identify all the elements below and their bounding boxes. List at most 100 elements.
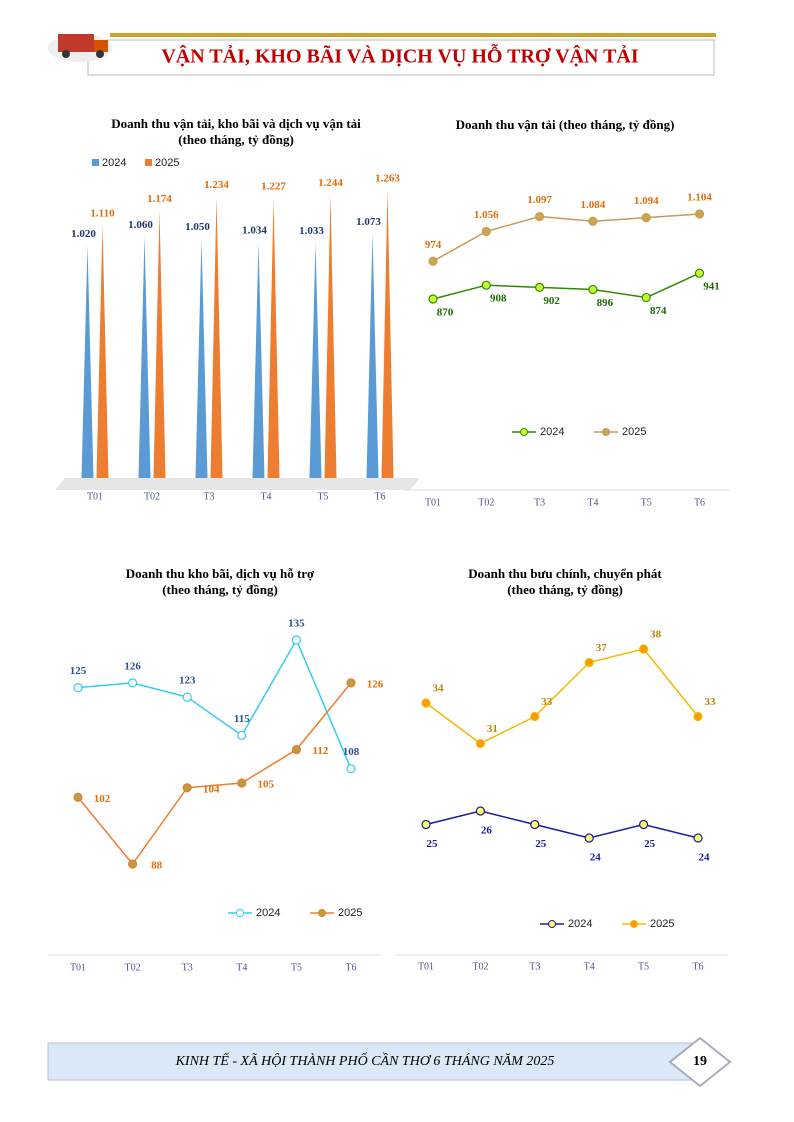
x-tick-label: T01 [87, 491, 103, 502]
header-box [87, 39, 715, 76]
bar [153, 210, 166, 478]
data-label: 908 [490, 293, 507, 305]
x-tick-label: T6 [692, 961, 703, 972]
data-label: 1.263 [375, 173, 400, 185]
data-label: 24 [590, 852, 602, 864]
point [588, 216, 598, 226]
point [638, 644, 649, 654]
data-label: 1.056 [474, 209, 499, 221]
legend-label: 2025 [650, 918, 674, 930]
point [291, 745, 301, 755]
chart-title: Doanh thu bưu chính, chuyển phát [468, 566, 662, 581]
data-label: 25 [427, 838, 439, 850]
data-label: 37 [596, 642, 608, 654]
series-line [77, 638, 352, 769]
point [182, 783, 192, 793]
x-tick-label: T5 [641, 497, 652, 508]
legend-marker [602, 428, 610, 436]
legend-marker [548, 920, 556, 928]
x-tick-label: T4 [236, 962, 247, 973]
bar [138, 236, 151, 478]
chart-subtitle: (theo tháng, tỷ đồng) [507, 582, 623, 597]
bar [309, 242, 322, 478]
floor [55, 478, 420, 490]
point [641, 213, 651, 223]
series-line [425, 648, 699, 745]
point [237, 730, 247, 740]
point [428, 256, 438, 266]
legend-marker [630, 920, 638, 928]
header-icon [48, 34, 112, 62]
data-label: 25 [535, 838, 547, 850]
data-label: 24 [699, 852, 711, 864]
x-tick-label: T01 [425, 497, 441, 508]
point [693, 833, 703, 843]
data-label: 33 [705, 696, 717, 708]
footer-text: KINH TẾ - XÃ HỘI THÀNH PHỐ CẦN THƠ 6 THÁ… [175, 1051, 555, 1069]
data-label: 102 [94, 793, 111, 805]
point [73, 792, 83, 802]
legend-marker [318, 909, 326, 917]
point [588, 284, 598, 295]
data-label: 31 [487, 723, 498, 735]
legend-label: 2024 [256, 907, 280, 919]
data-label: 941 [703, 281, 720, 293]
data-label: 896 [597, 297, 614, 309]
point [584, 657, 594, 668]
legend-label: 2025 [338, 907, 362, 919]
bar [96, 224, 109, 478]
point [534, 282, 545, 292]
point [421, 698, 431, 708]
x-tick-label: T01 [70, 962, 86, 973]
point [481, 280, 491, 290]
point [693, 711, 703, 722]
x-tick-label: T6 [345, 962, 356, 973]
series-line [425, 810, 699, 839]
point [428, 294, 438, 304]
page-number: 19 [693, 1054, 707, 1069]
data-label: 902 [543, 295, 560, 307]
data-label: 33 [541, 696, 553, 708]
data-label: 1.110 [90, 207, 115, 219]
data-label: 108 [343, 746, 360, 758]
data-label: 1.097 [527, 194, 552, 206]
point [530, 711, 540, 722]
data-label: 125 [70, 665, 87, 677]
chart-subtitle: (theo tháng, tỷ đồng) [178, 132, 294, 147]
point [237, 778, 247, 788]
data-label: 1.033 [299, 225, 324, 237]
x-tick-label: T02 [472, 961, 488, 972]
data-label: 1.094 [634, 195, 659, 207]
x-tick-label: T3 [182, 962, 193, 973]
data-label: 123 [179, 675, 196, 687]
point [481, 226, 491, 237]
bar [366, 233, 379, 478]
data-label: 104 [203, 783, 220, 795]
x-tick-label: T6 [694, 497, 705, 508]
data-label: 112 [312, 745, 328, 757]
point [73, 683, 83, 693]
chart-title: Doanh thu vận tải, kho bãi và dịch vụ vậ… [111, 116, 361, 131]
legend-label: 2024 [568, 918, 592, 930]
point [530, 819, 540, 830]
page-badge [668, 1036, 732, 1088]
point [346, 678, 356, 688]
data-label: 126 [124, 660, 141, 672]
x-tick-label: T02 [125, 962, 141, 973]
legend-marker [520, 428, 528, 436]
x-tick-label: T4 [260, 491, 271, 502]
x-tick-label: T6 [374, 491, 385, 502]
data-label: 34 [433, 683, 445, 695]
point [475, 806, 485, 816]
legend-label: 2025 [155, 157, 179, 169]
legend-label: 2024 [102, 157, 126, 169]
point [641, 292, 651, 303]
data-label: 126 [367, 678, 384, 690]
data-label: 974 [425, 239, 442, 251]
series-line [432, 272, 700, 300]
point [128, 859, 138, 869]
data-label: 1.234 [204, 179, 229, 191]
point [128, 678, 138, 688]
bar [81, 245, 94, 478]
data-label: 26 [481, 825, 493, 837]
